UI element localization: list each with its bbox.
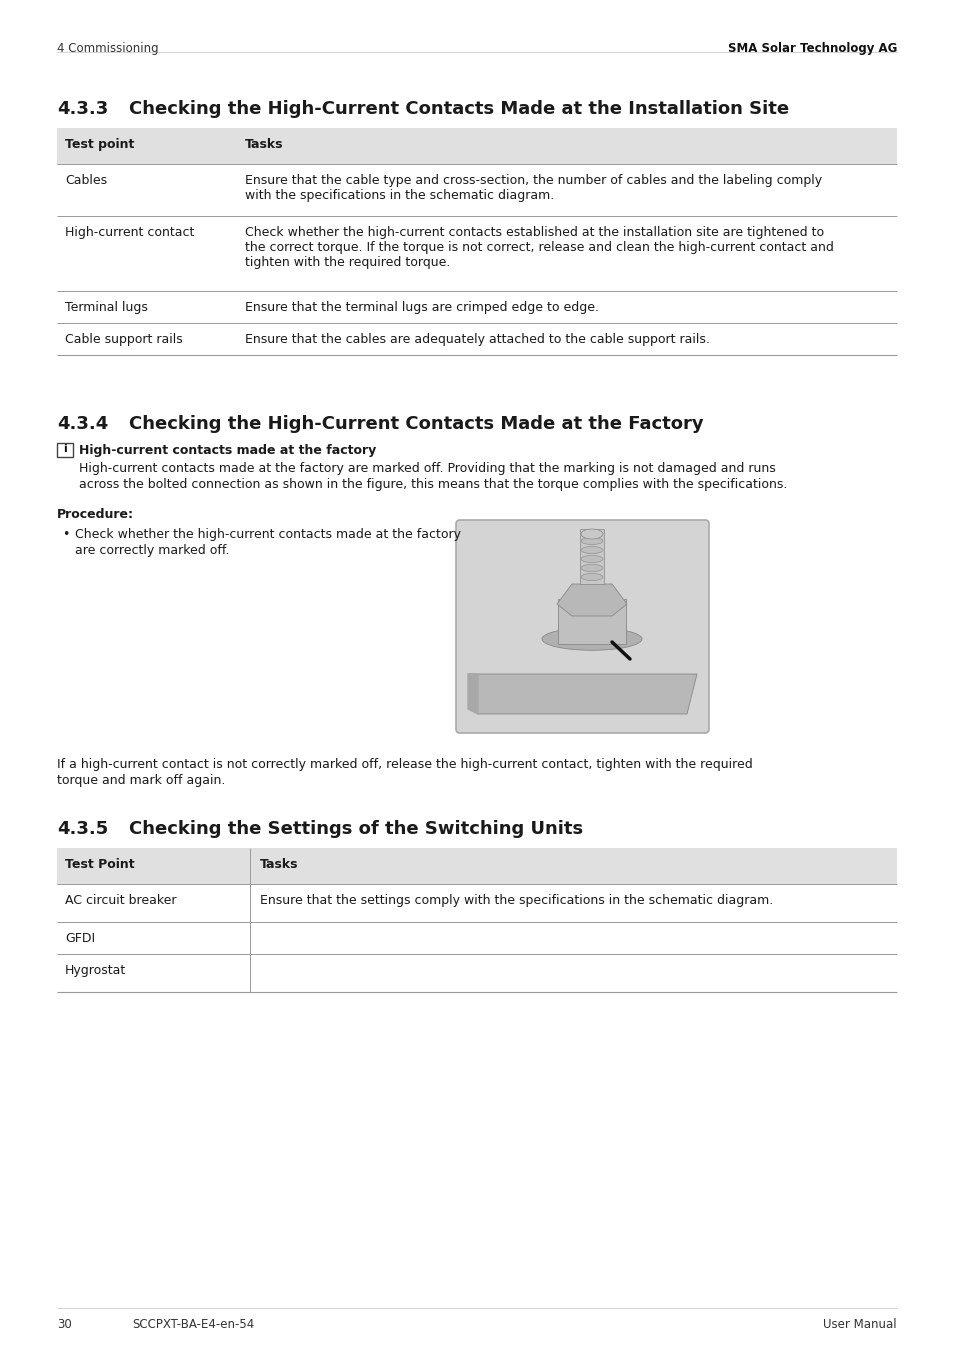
Bar xyxy=(57,443,73,458)
Text: SMA Solar Technology AG: SMA Solar Technology AG xyxy=(727,42,896,55)
Text: User Manual: User Manual xyxy=(822,1318,896,1331)
Text: Check whether the high-current contacts established at the installation site are: Check whether the high-current contacts … xyxy=(245,225,823,239)
Text: Tasks: Tasks xyxy=(260,859,298,871)
Text: SCCPXT-BA-E4-en-54: SCCPXT-BA-E4-en-54 xyxy=(132,1318,254,1331)
Ellipse shape xyxy=(580,574,602,580)
Ellipse shape xyxy=(580,529,602,539)
Bar xyxy=(558,599,625,644)
Text: Tasks: Tasks xyxy=(245,138,283,151)
Polygon shape xyxy=(468,674,697,714)
Text: the correct torque. If the torque is not correct, release and clean the high-cur: the correct torque. If the torque is not… xyxy=(245,242,833,254)
Text: Ensure that the settings comply with the specifications in the schematic diagram: Ensure that the settings comply with the… xyxy=(260,894,773,907)
Text: torque and mark off again.: torque and mark off again. xyxy=(57,774,225,787)
Text: Ensure that the cables are adequately attached to the cable support rails.: Ensure that the cables are adequately at… xyxy=(245,333,709,346)
Text: Cables: Cables xyxy=(65,174,107,188)
Text: Check whether the high-current contacts made at the factory: Check whether the high-current contacts … xyxy=(75,528,460,541)
Text: are correctly marked off.: are correctly marked off. xyxy=(75,544,230,558)
Text: 4.3.4: 4.3.4 xyxy=(57,414,108,433)
Text: Ensure that the cable type and cross-section, the number of cables and the label: Ensure that the cable type and cross-sec… xyxy=(245,174,821,188)
Text: with the specifications in the schematic diagram.: with the specifications in the schematic… xyxy=(245,189,554,202)
Text: GFDI: GFDI xyxy=(65,931,95,945)
Text: 4 Commissioning: 4 Commissioning xyxy=(57,42,158,55)
Text: AC circuit breaker: AC circuit breaker xyxy=(65,894,176,907)
Text: •: • xyxy=(62,528,70,541)
FancyBboxPatch shape xyxy=(456,520,708,733)
Ellipse shape xyxy=(580,537,602,544)
Ellipse shape xyxy=(541,628,641,651)
Text: Hygrostat: Hygrostat xyxy=(65,964,126,977)
Text: High-current contacts made at the factory are marked off. Providing that the mar: High-current contacts made at the factor… xyxy=(79,462,775,475)
Text: Test point: Test point xyxy=(65,138,134,151)
Text: Checking the High-Current Contacts Made at the Factory: Checking the High-Current Contacts Made … xyxy=(129,414,703,433)
Text: Checking the High-Current Contacts Made at the Installation Site: Checking the High-Current Contacts Made … xyxy=(129,100,788,117)
Text: Cable support rails: Cable support rails xyxy=(65,333,183,346)
Ellipse shape xyxy=(580,555,602,563)
Text: tighten with the required torque.: tighten with the required torque. xyxy=(245,256,450,269)
Text: If a high-current contact is not correctly marked off, release the high-current : If a high-current contact is not correct… xyxy=(57,757,752,771)
Text: 30: 30 xyxy=(57,1318,71,1331)
Text: i: i xyxy=(63,444,67,454)
Ellipse shape xyxy=(580,547,602,553)
Polygon shape xyxy=(468,674,477,714)
Text: across the bolted connection as shown in the figure, this means that the torque : across the bolted connection as shown in… xyxy=(79,478,786,491)
Text: Checking the Settings of the Switching Units: Checking the Settings of the Switching U… xyxy=(129,819,582,838)
Text: Terminal lugs: Terminal lugs xyxy=(65,301,148,315)
Text: High-current contact: High-current contact xyxy=(65,225,194,239)
Text: 4.3.5: 4.3.5 xyxy=(57,819,108,838)
Bar xyxy=(57,848,896,884)
Bar xyxy=(579,529,603,585)
Text: Procedure:: Procedure: xyxy=(57,508,133,521)
Text: 4.3.3: 4.3.3 xyxy=(57,100,108,117)
Text: Test Point: Test Point xyxy=(65,859,134,871)
Polygon shape xyxy=(557,585,626,616)
Bar xyxy=(57,128,896,163)
Ellipse shape xyxy=(580,564,602,571)
Text: Ensure that the terminal lugs are crimped edge to edge.: Ensure that the terminal lugs are crimpe… xyxy=(245,301,598,315)
Text: High-current contacts made at the factory: High-current contacts made at the factor… xyxy=(79,444,375,458)
